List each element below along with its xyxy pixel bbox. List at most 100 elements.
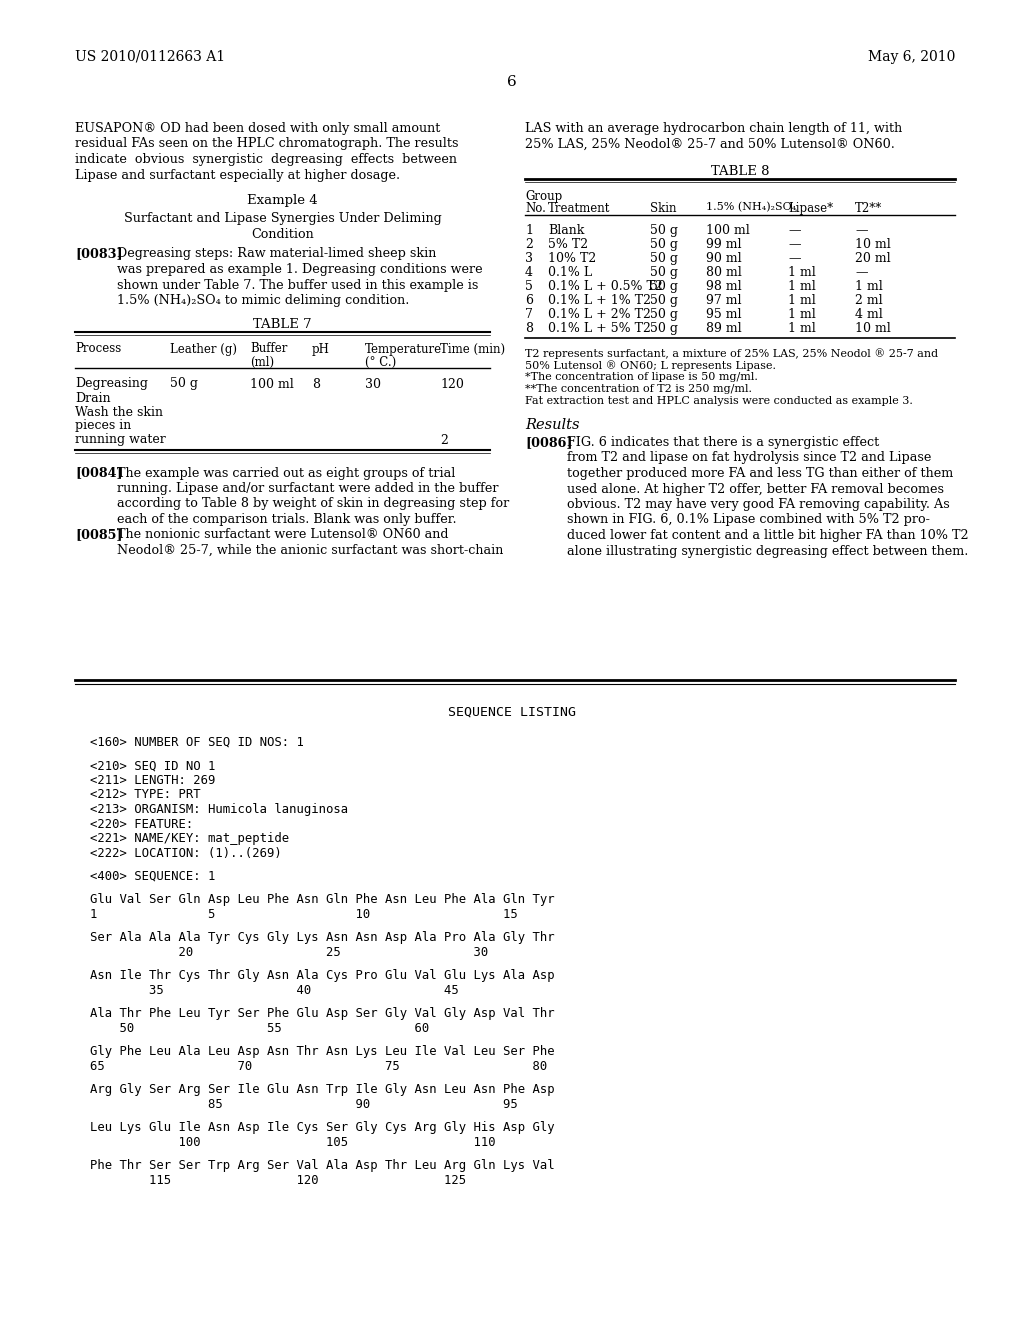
Text: Time (min): Time (min) bbox=[440, 342, 505, 355]
Text: 90 ml: 90 ml bbox=[706, 252, 741, 265]
Text: 115                 120                 125: 115 120 125 bbox=[90, 1173, 466, 1187]
Text: T2**: T2** bbox=[855, 202, 883, 215]
Text: <210> SEQ ID NO 1: <210> SEQ ID NO 1 bbox=[90, 759, 215, 772]
Text: 0.1% L + 0.5% T2: 0.1% L + 0.5% T2 bbox=[548, 280, 663, 293]
Text: 80 ml: 80 ml bbox=[706, 267, 741, 279]
Text: Phe Thr Ser Ser Trp Arg Ser Val Ala Asp Thr Leu Arg Gln Lys Val: Phe Thr Ser Ser Trp Arg Ser Val Ala Asp … bbox=[90, 1159, 555, 1172]
Text: alone illustrating synergistic degreasing effect between them.: alone illustrating synergistic degreasin… bbox=[567, 544, 969, 557]
Text: Lipase*: Lipase* bbox=[788, 202, 834, 215]
Text: together produced more FA and less TG than either of them: together produced more FA and less TG th… bbox=[567, 467, 953, 480]
Text: 50 g: 50 g bbox=[650, 252, 678, 265]
Text: Ser Ala Ala Ala Tyr Cys Gly Lys Asn Asn Asp Ala Pro Ala Gly Thr: Ser Ala Ala Ala Tyr Cys Gly Lys Asn Asn … bbox=[90, 932, 555, 945]
Text: Ala Thr Phe Leu Tyr Ser Phe Glu Asp Ser Gly Val Gly Asp Val Thr: Ala Thr Phe Leu Tyr Ser Phe Glu Asp Ser … bbox=[90, 1007, 555, 1020]
Text: 1 ml: 1 ml bbox=[788, 308, 816, 321]
Text: 0.1% L: 0.1% L bbox=[548, 267, 592, 279]
Text: 10 ml: 10 ml bbox=[855, 238, 891, 251]
Text: <213> ORGANISM: Humicola lanuginosa: <213> ORGANISM: Humicola lanuginosa bbox=[90, 803, 348, 816]
Text: Arg Gly Ser Arg Ser Ile Glu Asn Trp Ile Gly Asn Leu Asn Phe Asp: Arg Gly Ser Arg Ser Ile Glu Asn Trp Ile … bbox=[90, 1084, 555, 1097]
Text: 35                  40                  45: 35 40 45 bbox=[90, 983, 459, 997]
Text: shown in FIG. 6, 0.1% Lipase combined with 5% T2 pro-: shown in FIG. 6, 0.1% Lipase combined wi… bbox=[567, 513, 930, 527]
Text: 2: 2 bbox=[440, 433, 447, 446]
Text: 4: 4 bbox=[525, 267, 534, 279]
Text: 97 ml: 97 ml bbox=[706, 294, 741, 308]
Text: 50 g: 50 g bbox=[650, 308, 678, 321]
Text: 1 ml: 1 ml bbox=[788, 294, 816, 308]
Text: 50                  55                  60: 50 55 60 bbox=[90, 1022, 429, 1035]
Text: obvious. T2 may have very good FA removing capability. As: obvious. T2 may have very good FA removi… bbox=[567, 498, 949, 511]
Text: 1.5% (NH₄)₂SO₄ to mimic deliming condition.: 1.5% (NH₄)₂SO₄ to mimic deliming conditi… bbox=[117, 294, 410, 308]
Text: [0085]: [0085] bbox=[75, 528, 123, 541]
Text: 30: 30 bbox=[365, 378, 381, 391]
Text: *The concentration of lipase is 50 mg/ml.: *The concentration of lipase is 50 mg/ml… bbox=[525, 372, 758, 381]
Text: 99 ml: 99 ml bbox=[706, 238, 741, 251]
Text: <221> NAME/KEY: mat_peptide: <221> NAME/KEY: mat_peptide bbox=[90, 832, 289, 845]
Text: running water: running water bbox=[75, 433, 166, 446]
Text: Blank: Blank bbox=[548, 224, 585, 238]
Text: —: — bbox=[788, 252, 801, 265]
Text: 50 g: 50 g bbox=[170, 378, 198, 391]
Text: [0086]: [0086] bbox=[525, 436, 572, 449]
Text: shown under Table 7. The buffer used in this example is: shown under Table 7. The buffer used in … bbox=[117, 279, 478, 292]
Text: Example 4: Example 4 bbox=[247, 194, 317, 207]
Text: LAS with an average hydrocarbon chain length of 11, with: LAS with an average hydrocarbon chain le… bbox=[525, 121, 902, 135]
Text: [0084]: [0084] bbox=[75, 466, 123, 479]
Text: running. Lipase and/or surfactant were added in the buffer: running. Lipase and/or surfactant were a… bbox=[117, 482, 499, 495]
Text: 1               5                   10                  15: 1 5 10 15 bbox=[90, 908, 518, 921]
Text: was prepared as example 1. Degreasing conditions were: was prepared as example 1. Degreasing co… bbox=[117, 263, 482, 276]
Text: 100                 105                 110: 100 105 110 bbox=[90, 1137, 496, 1148]
Text: 6: 6 bbox=[525, 294, 534, 308]
Text: 1 ml: 1 ml bbox=[855, 280, 883, 293]
Text: Asn Ile Thr Cys Thr Gly Asn Ala Cys Pro Glu Val Glu Lys Ala Asp: Asn Ile Thr Cys Thr Gly Asn Ala Cys Pro … bbox=[90, 969, 555, 982]
Text: 65                  70                  75                  80: 65 70 75 80 bbox=[90, 1060, 547, 1073]
Text: 100 ml: 100 ml bbox=[250, 378, 294, 391]
Text: [0083]: [0083] bbox=[75, 248, 123, 260]
Text: 5: 5 bbox=[525, 280, 532, 293]
Text: used alone. At higher T2 offer, better FA removal becomes: used alone. At higher T2 offer, better F… bbox=[567, 483, 944, 495]
Text: <400> SEQUENCE: 1: <400> SEQUENCE: 1 bbox=[90, 870, 215, 883]
Text: Treatment: Treatment bbox=[548, 202, 610, 215]
Text: Results: Results bbox=[525, 418, 580, 432]
Text: Drain: Drain bbox=[75, 392, 111, 404]
Text: —: — bbox=[788, 238, 801, 251]
Text: Leu Lys Glu Ile Asn Asp Ile Cys Ser Gly Cys Arg Gly His Asp Gly: Leu Lys Glu Ile Asn Asp Ile Cys Ser Gly … bbox=[90, 1122, 555, 1134]
Text: 1 ml: 1 ml bbox=[788, 280, 816, 293]
Text: **The concentration of T2 is 250 mg/ml.: **The concentration of T2 is 250 mg/ml. bbox=[525, 384, 752, 393]
Text: 85                  90                  95: 85 90 95 bbox=[90, 1098, 518, 1111]
Text: from T2 and lipase on fat hydrolysis since T2 and Lipase: from T2 and lipase on fat hydrolysis sin… bbox=[567, 451, 932, 465]
Text: 7: 7 bbox=[525, 308, 532, 321]
Text: FIG. 6 indicates that there is a synergistic effect: FIG. 6 indicates that there is a synergi… bbox=[567, 436, 880, 449]
Text: 1 ml: 1 ml bbox=[788, 267, 816, 279]
Text: Skin: Skin bbox=[650, 202, 677, 215]
Text: No.: No. bbox=[525, 202, 546, 215]
Text: 50 g: 50 g bbox=[650, 280, 678, 293]
Text: TABLE 7: TABLE 7 bbox=[253, 318, 312, 330]
Text: 1.5% (NH₄)₂SO₄: 1.5% (NH₄)₂SO₄ bbox=[706, 202, 797, 213]
Text: Surfactant and Lipase Synergies Under Deliming: Surfactant and Lipase Synergies Under De… bbox=[124, 213, 441, 224]
Text: Condition: Condition bbox=[251, 227, 314, 240]
Text: 50 g: 50 g bbox=[650, 322, 678, 335]
Text: 1 ml: 1 ml bbox=[788, 322, 816, 335]
Text: pH: pH bbox=[312, 342, 330, 355]
Text: 5% T2: 5% T2 bbox=[548, 238, 588, 251]
Text: 25% LAS, 25% Neodol® 25-7 and 50% Lutensol® ON60.: 25% LAS, 25% Neodol® 25-7 and 50% Lutens… bbox=[525, 137, 895, 150]
Text: 2 ml: 2 ml bbox=[855, 294, 883, 308]
Text: 8: 8 bbox=[312, 378, 319, 391]
Text: 89 ml: 89 ml bbox=[706, 322, 741, 335]
Text: <160> NUMBER OF SEQ ID NOS: 1: <160> NUMBER OF SEQ ID NOS: 1 bbox=[90, 737, 304, 748]
Text: each of the comparison trials. Blank was only buffer.: each of the comparison trials. Blank was… bbox=[117, 513, 457, 525]
Text: 50% Lutensol ® ON60; L represents Lipase.: 50% Lutensol ® ON60; L represents Lipase… bbox=[525, 360, 776, 371]
Text: TABLE 8: TABLE 8 bbox=[711, 165, 769, 178]
Text: 6: 6 bbox=[507, 75, 517, 88]
Text: Degreasing: Degreasing bbox=[75, 378, 148, 391]
Text: Lipase and surfactant especially at higher dosage.: Lipase and surfactant especially at high… bbox=[75, 169, 400, 181]
Text: according to Table 8 by weight of skin in degreasing step for: according to Table 8 by weight of skin i… bbox=[117, 498, 509, 511]
Text: 50 g: 50 g bbox=[650, 294, 678, 308]
Text: 50 g: 50 g bbox=[650, 224, 678, 238]
Text: US 2010/0112663 A1: US 2010/0112663 A1 bbox=[75, 50, 225, 63]
Text: Temperature: Temperature bbox=[365, 342, 442, 355]
Text: 50 g: 50 g bbox=[650, 238, 678, 251]
Text: 20                  25                  30: 20 25 30 bbox=[90, 946, 488, 960]
Text: (° C.): (° C.) bbox=[365, 355, 396, 368]
Text: 2: 2 bbox=[525, 238, 532, 251]
Text: May 6, 2010: May 6, 2010 bbox=[867, 50, 955, 63]
